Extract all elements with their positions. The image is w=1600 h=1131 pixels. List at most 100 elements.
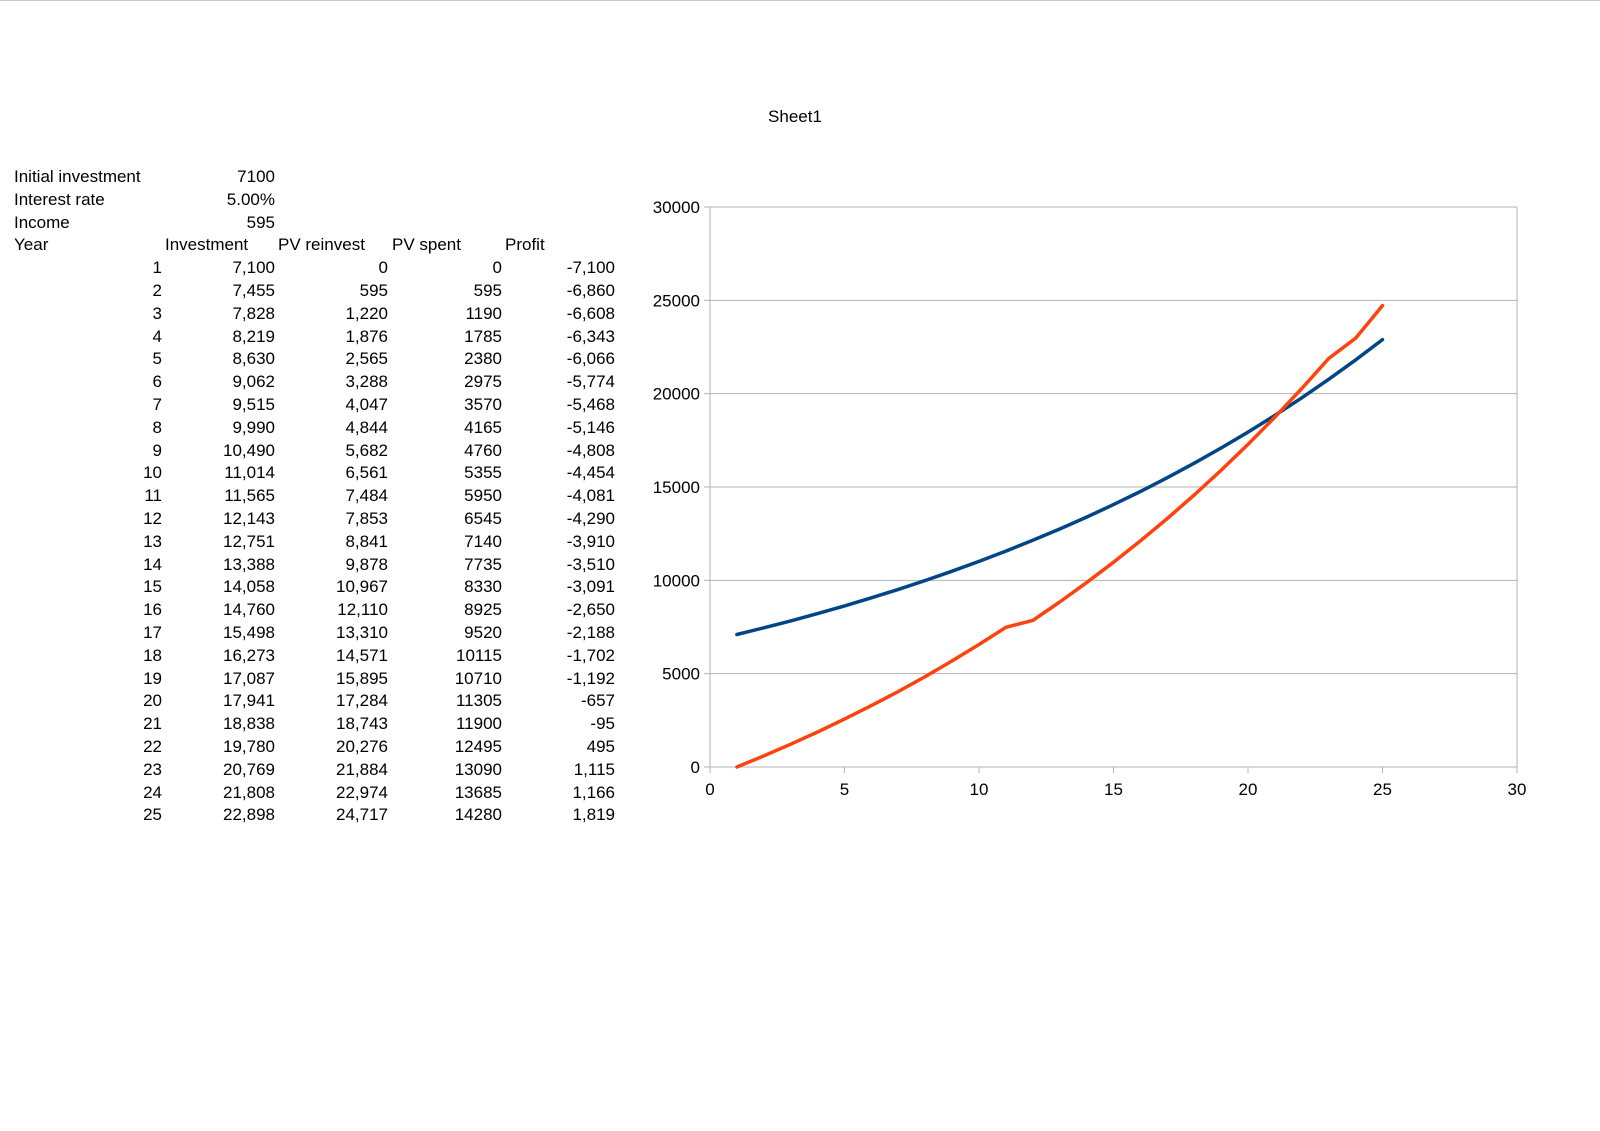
- table-cell[interactable]: 10115: [455, 645, 502, 665]
- table-cell[interactable]: 12: [143, 509, 162, 528]
- table-cell[interactable]: 17: [143, 623, 162, 642]
- series-line-2[interactable]: [735, 303, 1385, 769]
- table-cell[interactable]: -4,454: [566, 463, 615, 483]
- table-cell[interactable]: 19: [143, 668, 162, 688]
- table-cell[interactable]: 2380: [464, 349, 502, 369]
- table-cell[interactable]: 1: [152, 258, 162, 278]
- table-cell[interactable]: -6,860: [566, 281, 615, 300]
- param-value[interactable]: 5.00%: [226, 189, 275, 209]
- table-cell[interactable]: 4: [152, 326, 162, 346]
- header-pv-reinvest[interactable]: PV reinvest: [278, 235, 365, 255]
- table-cell[interactable]: 14,058: [223, 577, 275, 597]
- table-cell[interactable]: -1,192: [566, 668, 615, 688]
- param-label[interactable]: Initial investment: [14, 167, 141, 186]
- table-cell[interactable]: 5355: [464, 463, 502, 483]
- table-cell[interactable]: 16: [143, 600, 162, 620]
- table-cell[interactable]: 7140: [464, 531, 502, 551]
- table-cell[interactable]: -3,091: [566, 577, 615, 597]
- table-cell[interactable]: 11,565: [224, 486, 275, 506]
- table-cell[interactable]: 22,898: [223, 805, 275, 825]
- table-cell[interactable]: 14,571: [336, 645, 388, 665]
- table-cell[interactable]: 16,273: [223, 645, 275, 665]
- table-cell[interactable]: -657: [580, 691, 615, 711]
- table-cell[interactable]: 1,876: [345, 326, 388, 346]
- table-cell[interactable]: 2: [152, 281, 162, 300]
- table-cell[interactable]: 8: [152, 417, 162, 437]
- table-cell[interactable]: 13685: [454, 782, 502, 802]
- table-cell[interactable]: 24,717: [336, 805, 388, 825]
- table-cell[interactable]: 7,484: [345, 486, 388, 506]
- table-cell[interactable]: 3,288: [345, 372, 388, 392]
- table-cell[interactable]: 8925: [464, 600, 502, 620]
- table-cell[interactable]: -3,910: [566, 531, 615, 551]
- table-cell[interactable]: 595: [473, 281, 502, 300]
- param-label[interactable]: Income: [14, 212, 70, 232]
- table-cell[interactable]: 8,219: [232, 326, 275, 346]
- table-cell[interactable]: 0: [378, 258, 388, 278]
- table-cell[interactable]: 11305: [455, 691, 502, 711]
- table-cell[interactable]: 1190: [465, 303, 502, 323]
- table-cell[interactable]: 8,630: [232, 349, 275, 369]
- table-cell[interactable]: 12495: [454, 737, 502, 756]
- table-cell[interactable]: 18,743: [336, 714, 388, 734]
- param-value[interactable]: 7100: [237, 167, 275, 186]
- table-cell[interactable]: 11900: [455, 714, 502, 734]
- table-cell[interactable]: 3: [152, 303, 162, 323]
- table-cell[interactable]: -4,808: [566, 440, 615, 460]
- table-cell[interactable]: -5,468: [566, 395, 615, 414]
- table-cell[interactable]: 9,878: [345, 554, 388, 574]
- table-cell[interactable]: -2,188: [566, 623, 615, 642]
- table-cell[interactable]: 7: [152, 395, 162, 414]
- table-cell[interactable]: 14,760: [223, 600, 275, 620]
- header-pv-spent[interactable]: PV spent: [392, 235, 461, 255]
- table-cell[interactable]: -7,100: [566, 258, 615, 278]
- table-cell[interactable]: -6,343: [566, 326, 615, 346]
- table-cell[interactable]: 13090: [454, 759, 502, 779]
- table-cell[interactable]: 6,561: [345, 463, 388, 483]
- table-cell[interactable]: 13,388: [223, 554, 275, 574]
- table-cell[interactable]: 1785: [464, 326, 502, 346]
- header-profit[interactable]: Profit: [505, 235, 545, 255]
- table-cell[interactable]: 9,515: [232, 395, 275, 414]
- table-cell[interactable]: 10,967: [336, 577, 388, 597]
- header-year[interactable]: Year: [14, 235, 49, 255]
- table-cell[interactable]: 8330: [464, 577, 502, 597]
- table-cell[interactable]: -4,081: [566, 486, 615, 506]
- table-cell[interactable]: 6545: [464, 509, 502, 528]
- table-cell[interactable]: 2975: [464, 372, 502, 392]
- table-cell[interactable]: 14: [143, 554, 162, 574]
- table-cell[interactable]: 5950: [464, 486, 502, 506]
- table-cell[interactable]: 22: [143, 737, 162, 756]
- table-cell[interactable]: 10,490: [223, 440, 275, 460]
- table-cell[interactable]: 10: [143, 463, 162, 483]
- table-cell[interactable]: -1,702: [566, 645, 615, 665]
- table-cell[interactable]: 9,062: [232, 372, 275, 392]
- table-cell[interactable]: 495: [586, 737, 615, 756]
- header-investment[interactable]: Investment: [165, 235, 249, 255]
- table-cell[interactable]: 1,166: [572, 782, 615, 802]
- table-cell[interactable]: 17,941: [223, 691, 275, 711]
- table-cell[interactable]: 1,220: [345, 303, 388, 323]
- table-cell[interactable]: 23: [143, 759, 162, 779]
- table-cell[interactable]: 20,769: [223, 759, 275, 779]
- table-cell[interactable]: 13: [143, 531, 162, 551]
- table-cell[interactable]: 5: [152, 349, 162, 369]
- table-cell[interactable]: 7,853: [345, 509, 388, 528]
- table-cell[interactable]: 17,087: [223, 668, 275, 688]
- table-cell[interactable]: 20,276: [336, 737, 388, 756]
- table-cell[interactable]: 7,455: [232, 281, 275, 300]
- table-cell[interactable]: -4,290: [566, 509, 615, 528]
- table-cell[interactable]: 12,143: [223, 509, 275, 528]
- table-cell[interactable]: 21,808: [223, 782, 275, 802]
- table-cell[interactable]: 7,100: [232, 258, 275, 278]
- table-cell[interactable]: 17,284: [336, 691, 388, 711]
- table-cell[interactable]: 0: [492, 258, 502, 278]
- table-cell[interactable]: 1,115: [573, 759, 615, 779]
- table-cell[interactable]: -3,510: [566, 554, 615, 574]
- table-cell[interactable]: 4,844: [345, 417, 388, 437]
- table-cell[interactable]: 9: [152, 440, 162, 460]
- table-cell[interactable]: 15,498: [223, 623, 275, 642]
- table-cell[interactable]: 9,990: [232, 417, 275, 437]
- table-cell[interactable]: 11: [144, 486, 162, 506]
- table-cell[interactable]: 24: [143, 782, 162, 802]
